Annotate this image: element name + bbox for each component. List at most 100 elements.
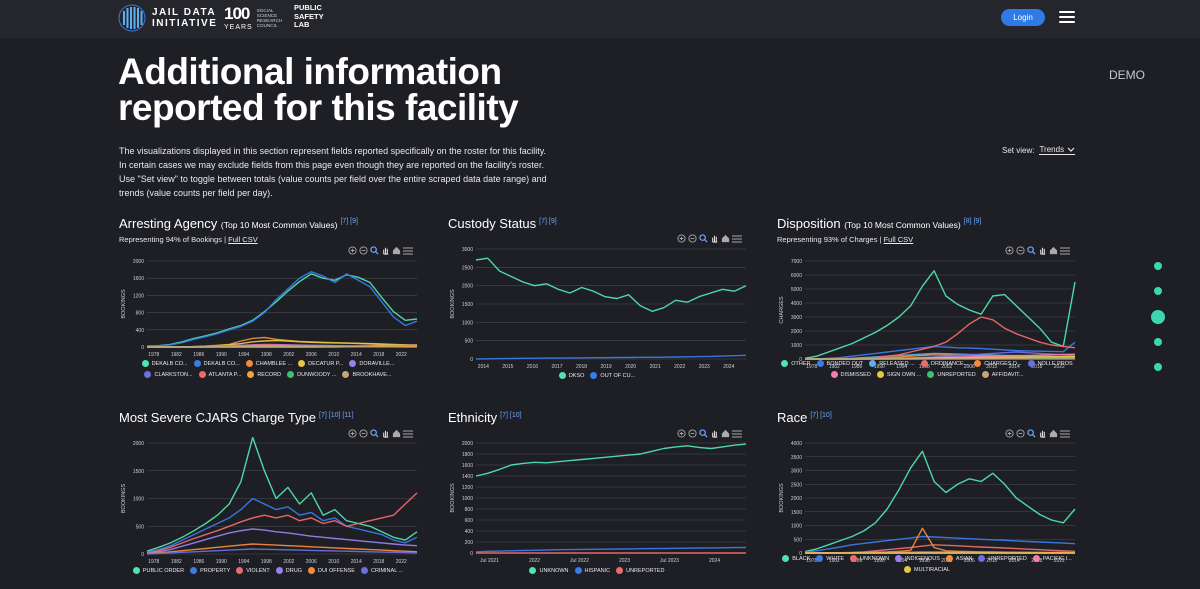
legend-item[interactable]: HISPANIC <box>574 567 610 574</box>
footnote-refs[interactable]: [7] [9] <box>539 217 557 225</box>
legend-item[interactable]: UNKNOWN <box>850 555 889 562</box>
legend-item[interactable]: CHAMBLEE ... <box>245 360 292 367</box>
legend-item[interactable]: MULTIRACIAL <box>904 566 950 573</box>
legend-item[interactable]: INDIGENOUS <box>895 555 940 562</box>
legend-item[interactable]: UNREPORTED <box>978 555 1027 562</box>
legend-item[interactable]: RELEASED ... <box>869 360 915 367</box>
section-dot[interactable] <box>1154 338 1162 346</box>
pan-hand-icon[interactable] <box>710 234 719 243</box>
legend-item[interactable]: RECORD <box>247 371 281 378</box>
full-csv-link[interactable]: Full CSV <box>883 235 914 244</box>
legend-item[interactable]: DKSO <box>558 372 584 379</box>
reset-home-icon[interactable] <box>392 429 401 438</box>
chart-menu-icon[interactable] <box>1060 247 1070 255</box>
chart-menu-icon[interactable] <box>1060 430 1070 438</box>
chart-menu-icon[interactable] <box>732 235 742 243</box>
zoom-out-icon[interactable] <box>359 246 368 255</box>
legend-item[interactable]: DEKALB CO... <box>141 360 188 367</box>
section-dot[interactable] <box>1154 363 1162 371</box>
selection-zoom-icon[interactable] <box>370 246 379 255</box>
legend-item[interactable]: DECATUR P... <box>298 360 343 367</box>
zoom-out-icon[interactable] <box>359 429 368 438</box>
pan-hand-icon[interactable] <box>1038 246 1047 255</box>
legend-item[interactable]: UNREPORTED <box>616 567 665 574</box>
set-view-select[interactable]: Trends <box>1039 145 1076 155</box>
footnote-refs[interactable]: [7] [10] <box>810 411 832 419</box>
legend-item[interactable]: BLACK <box>782 555 810 562</box>
legend-item[interactable]: OUT OF CU... <box>590 372 635 379</box>
chart-plot-cjars_charge[interactable]: BOOKINGS 0 500 1000 1500 2000 1978 1982 1986 1990… <box>119 436 419 570</box>
pan-hand-icon[interactable] <box>1038 429 1047 438</box>
zoom-in-icon[interactable] <box>348 246 357 255</box>
legend-item[interactable]: CRIMINAL ... <box>360 567 403 574</box>
selection-zoom-icon[interactable] <box>1027 246 1036 255</box>
chart-plot-custody_status[interactable]: BOOKINGS 0 500 1000 1500 2000 2500 3000 2014 2015… <box>448 243 748 375</box>
legend-item[interactable]: BONDED OUT <box>816 360 863 367</box>
selection-zoom-icon[interactable] <box>370 429 379 438</box>
legend-item[interactable]: ASIAN <box>945 555 972 562</box>
zoom-out-icon[interactable] <box>1016 429 1025 438</box>
section-dot[interactable] <box>1154 262 1162 270</box>
legend-item[interactable]: WHITE <box>816 555 844 562</box>
chart-menu-icon[interactable] <box>403 247 413 255</box>
legend-item[interactable]: NOLLE PROS <box>1027 360 1073 367</box>
pan-hand-icon[interactable] <box>710 429 719 438</box>
chart-plot-race[interactable]: BOOKINGS 0 500 1000 1500 2000 2500 3000 3500 4000… <box>777 437 1077 569</box>
legend-item[interactable]: DEKALB CO... <box>193 360 240 367</box>
zoom-in-icon[interactable] <box>677 234 686 243</box>
zoom-in-icon[interactable] <box>677 429 686 438</box>
footnote-refs[interactable]: [7] [9] <box>340 217 358 225</box>
selection-zoom-icon[interactable] <box>699 234 708 243</box>
reset-home-icon[interactable] <box>1049 246 1058 255</box>
legend-item[interactable]: OTHER <box>781 360 811 367</box>
chart-menu-icon[interactable] <box>732 430 742 438</box>
section-dot[interactable] <box>1154 287 1162 295</box>
section-dot-active[interactable] <box>1151 310 1165 324</box>
jail-data-initiative-logo[interactable]: JAIL DATA INITIATIVE <box>118 4 218 32</box>
zoom-in-icon[interactable] <box>348 429 357 438</box>
legend-item[interactable]: DORAVILLE... <box>349 360 394 367</box>
footnote-refs[interactable]: [8] [9] <box>963 217 982 225</box>
selection-zoom-icon[interactable] <box>699 429 708 438</box>
legend-item[interactable]: DUNWOODY ... <box>287 371 336 378</box>
login-button[interactable]: Login <box>1001 9 1045 26</box>
legend-item[interactable]: CHARGES D... <box>974 360 1022 367</box>
reset-home-icon[interactable] <box>721 429 730 438</box>
ssrc-100-years-logo[interactable]: 100 YEARS SOCIAL SCIENCE RESEARCH COUNCI… <box>224 5 282 31</box>
legend-item[interactable]: PROPERTY <box>190 567 230 574</box>
reset-home-icon[interactable] <box>721 234 730 243</box>
legend-item[interactable]: AFFIDAVIT... <box>981 371 1023 378</box>
pan-hand-icon[interactable] <box>381 429 390 438</box>
footnote-refs[interactable]: [7] [10] [11] <box>319 411 354 419</box>
footnote-refs[interactable]: [7] [10] <box>500 411 522 419</box>
legend-item[interactable]: ORDINANCE... <box>920 360 968 367</box>
chart-plot-ethnicity[interactable]: BOOKINGS 0 200 400 600 800 1000 1200 1400 1600 180… <box>448 437 748 569</box>
legend-item[interactable]: PUBLIC ORDER <box>132 567 184 574</box>
public-safety-lab-logo[interactable]: PUBLIC SAFETY LAB <box>294 3 324 30</box>
zoom-out-icon[interactable] <box>688 234 697 243</box>
legend-item[interactable]: PACIFIC I... <box>1032 555 1072 562</box>
legend-item[interactable]: DRUG <box>275 567 302 574</box>
legend-item[interactable]: UNREPORTED <box>927 371 976 378</box>
chart-plot-arresting_agency[interactable]: BOOKINGS 0 400 800 1200 1600 2000 1978 1982 1986 1… <box>119 255 419 363</box>
chart-plot-disposition[interactable]: CHARGES 0 1000 2000 3000 4000 5000 6000 7000 1978… <box>777 255 1077 375</box>
reset-home-icon[interactable] <box>392 246 401 255</box>
legend-item[interactable]: SIGN OWN ... <box>876 371 921 378</box>
full-csv-link[interactable]: Full CSV <box>228 235 258 244</box>
selection-zoom-icon[interactable] <box>1027 429 1036 438</box>
chart-menu-icon[interactable] <box>403 430 413 438</box>
zoom-out-icon[interactable] <box>1016 246 1025 255</box>
legend-item[interactable]: DUI OFFENSE <box>307 567 355 574</box>
legend-item[interactable]: ATLANTA P... <box>198 371 241 378</box>
zoom-in-icon[interactable] <box>1005 429 1014 438</box>
hamburger-menu-icon[interactable] <box>1059 11 1075 23</box>
zoom-in-icon[interactable] <box>1005 246 1014 255</box>
pan-hand-icon[interactable] <box>381 246 390 255</box>
reset-home-icon[interactable] <box>1049 429 1058 438</box>
legend-item[interactable]: UNKNOWN <box>529 567 569 574</box>
legend-item[interactable]: CLARKSTON... <box>144 371 193 378</box>
legend-item[interactable]: DISMISSED <box>830 371 871 378</box>
legend-item[interactable]: VIOLENT <box>236 567 270 574</box>
legend-item[interactable]: BROOKHAVE... <box>342 371 392 378</box>
zoom-out-icon[interactable] <box>688 429 697 438</box>
